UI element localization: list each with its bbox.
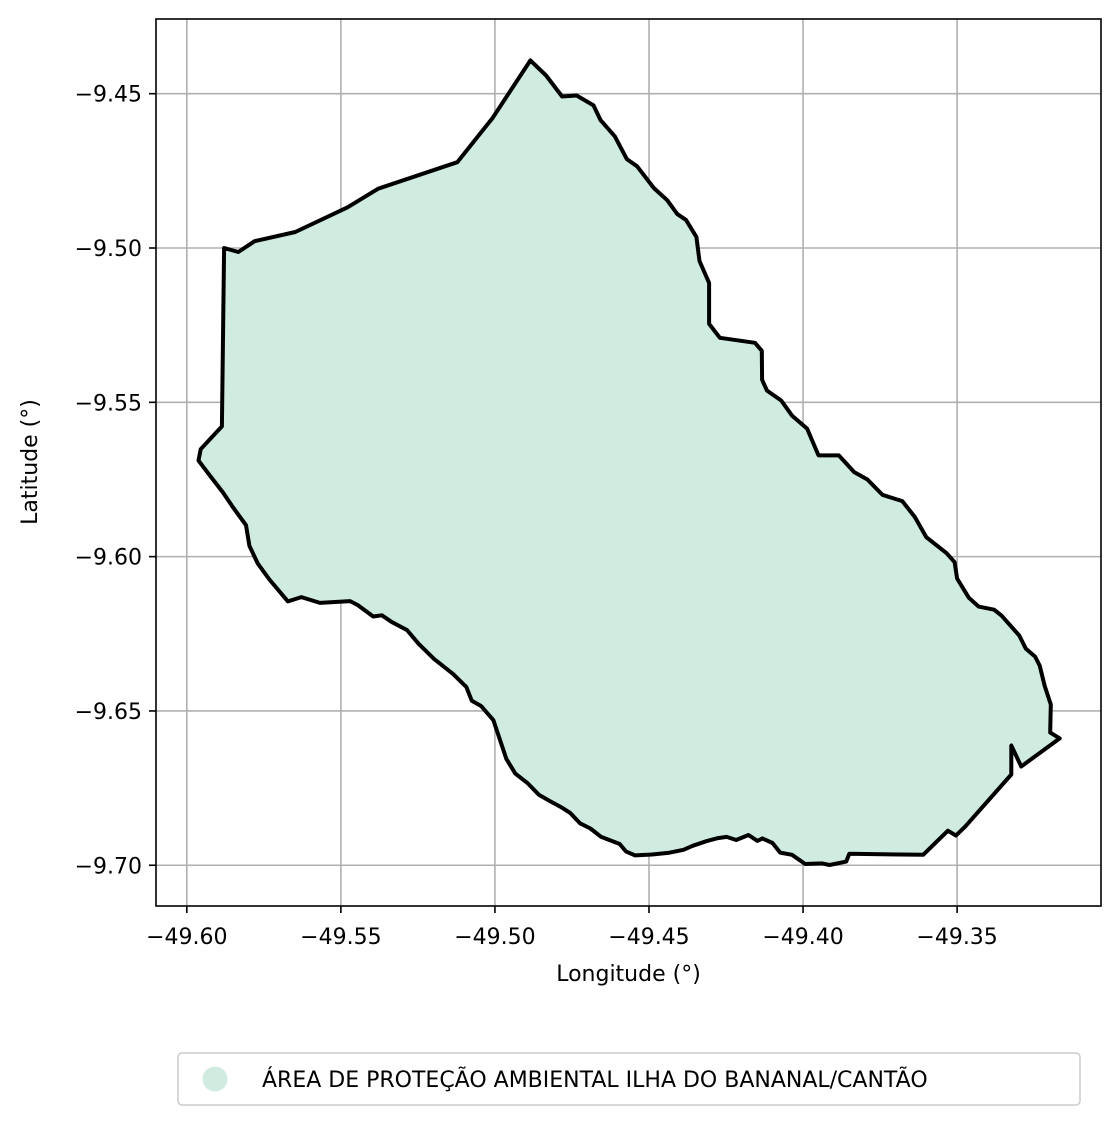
x-axis-title: Longitude (°) (556, 962, 701, 987)
y-tick-label: −9.70 (75, 854, 142, 879)
axis-ticks: −49.60 −49.55 −49.50 −49.45 −49.40 −49.35 −9.4… (75, 83, 998, 950)
legend-box (177, 1052, 1081, 1106)
y-tick-label: −9.55 (75, 391, 142, 416)
x-tick-label: −49.50 (454, 925, 535, 950)
plot-frame (155, 18, 1102, 907)
x-tick-label: −49.40 (762, 925, 843, 950)
legend: ÁREA DE PROTEÇÃO AMBIENTAL ILHA DO BANAN… (177, 1052, 1081, 1106)
protected-area-polygon (196, 58, 1062, 867)
y-tick-label: −9.65 (75, 700, 142, 725)
y-tick-label: −9.45 (75, 83, 142, 108)
legend-label: ÁREA DE PROTEÇÃO AMBIENTAL ILHA DO BANAN… (262, 1066, 928, 1093)
map-shapes (196, 58, 1062, 867)
y-tick-label: −9.50 (75, 237, 142, 262)
x-tick-label: −49.35 (916, 925, 997, 950)
x-tick-label: −49.60 (146, 925, 227, 950)
x-tick-label: −49.55 (300, 925, 381, 950)
y-tick-label: −9.60 (75, 546, 142, 571)
y-axis-title: Latitude (°) (18, 399, 43, 525)
x-tick-label: −49.45 (608, 925, 689, 950)
legend-marker (202, 1066, 228, 1092)
